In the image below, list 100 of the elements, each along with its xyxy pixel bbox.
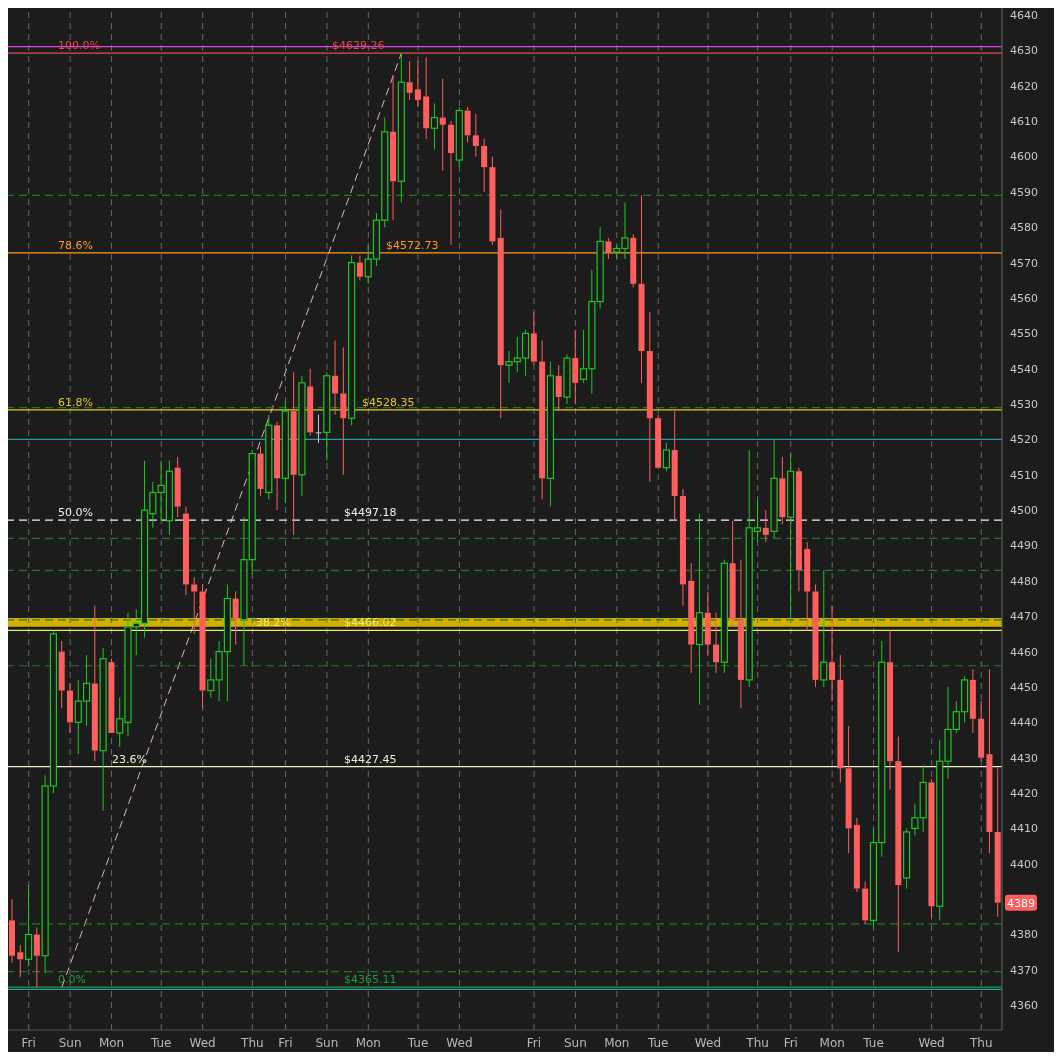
x-tick-label: Tue <box>406 1035 429 1050</box>
candlestick <box>182 506 189 596</box>
candlestick <box>232 590 239 646</box>
candlestick <box>530 311 537 366</box>
candlestick <box>853 817 860 893</box>
annotation: 4389 <box>1007 896 1035 910</box>
candlestick <box>199 583 206 709</box>
candlestick <box>812 583 819 688</box>
candlestick <box>99 647 107 812</box>
y-tick-label: 4620 <box>1010 79 1038 93</box>
candlestick <box>497 209 504 419</box>
candlestick <box>174 456 181 518</box>
candlestick <box>91 605 98 762</box>
candlestick <box>729 520 736 628</box>
candlestick <box>638 194 645 384</box>
y-tick-label: 4360 <box>1010 999 1038 1013</box>
candlestick <box>737 559 744 709</box>
x-tick-label: Mon <box>355 1035 381 1050</box>
candlestick <box>340 346 347 476</box>
y-tick-label: 4480 <box>1010 574 1038 588</box>
y-tick-label: 4440 <box>1010 716 1038 730</box>
candlestick <box>332 339 339 416</box>
candlestick <box>33 926 40 989</box>
ref-line-label: $4528.35 <box>362 395 415 409</box>
y-tick-label: 4560 <box>1010 291 1038 305</box>
y-tick-label: 4550 <box>1010 327 1038 341</box>
candlestick <box>539 339 546 501</box>
x-tick-label: Wed <box>446 1035 473 1050</box>
candlestick <box>66 682 73 734</box>
candlestick <box>688 562 695 674</box>
annotation: 50.0% <box>58 506 93 520</box>
candlestick <box>671 410 678 522</box>
x-tick-label: Wed <box>918 1035 945 1050</box>
y-tick-label: 4470 <box>1010 610 1038 624</box>
candlestick <box>290 371 297 536</box>
y-tick-label: 4450 <box>1010 680 1038 694</box>
x-tick-label: Thu <box>240 1035 264 1050</box>
x-tick-label: Fri <box>21 1035 36 1050</box>
x-tick-label: Mon <box>819 1035 845 1050</box>
candlestick <box>307 368 314 437</box>
x-tick-label: Sun <box>563 1035 587 1050</box>
y-tick-label: 4420 <box>1010 786 1038 800</box>
ref-line-label: $4365.11 <box>344 973 397 987</box>
candlestick <box>481 138 488 193</box>
annotation: 61.8% <box>58 395 93 409</box>
x-tick-label: Sun <box>315 1035 339 1050</box>
candlestick <box>762 509 769 543</box>
candlestick <box>563 354 571 405</box>
candlestick <box>829 605 836 702</box>
y-tick-label: 4370 <box>1010 963 1038 977</box>
y-tick-label: 4410 <box>1010 822 1038 836</box>
candlestick <box>994 767 1001 918</box>
candlestick <box>9 898 15 964</box>
x-tick-label: Wed <box>189 1035 216 1050</box>
candlestick <box>406 60 413 101</box>
candlestick <box>770 438 778 539</box>
candlestick <box>845 725 852 854</box>
candlestick <box>795 467 802 592</box>
candlestick <box>356 255 363 281</box>
x-tick-label: Mon <box>98 1035 125 1050</box>
ref-line-label: $4572.73 <box>386 238 439 252</box>
candlestick <box>464 106 471 143</box>
y-tick-label: 4630 <box>1010 44 1038 58</box>
candlestick <box>546 361 555 508</box>
candlestick <box>695 513 704 706</box>
y-tick-label: 4540 <box>1010 362 1038 376</box>
x-tick-label: Mon <box>604 1035 630 1050</box>
candlestick <box>679 488 686 607</box>
x-tick-label: Sun <box>58 1035 82 1050</box>
candlestick <box>191 576 198 635</box>
x-tick-label: Tue <box>862 1035 884 1050</box>
y-tick-label: 4600 <box>1010 150 1038 164</box>
candlestick <box>414 60 421 108</box>
y-tick-label: 4570 <box>1010 256 1038 270</box>
ref-line-label: $4497.18 <box>344 506 397 520</box>
annotation: 0.0% <box>58 973 86 987</box>
candlestick <box>555 364 562 412</box>
y-tick-label: 4500 <box>1010 504 1038 518</box>
candlestick <box>779 456 786 525</box>
candlestick <box>257 446 264 497</box>
candlestick <box>472 113 479 158</box>
y-tick-label: 4640 <box>1010 8 1038 22</box>
y-tick-label: 4430 <box>1010 751 1038 765</box>
candlestick <box>17 944 24 978</box>
candlestick <box>969 668 976 734</box>
candlestick <box>986 668 993 854</box>
x-tick-label: Wed <box>694 1035 722 1050</box>
x-tick-label: Thu <box>969 1035 993 1050</box>
y-tick-label: 4510 <box>1010 468 1038 482</box>
candlestick <box>430 102 439 150</box>
candlestick <box>862 880 869 925</box>
y-tick-label: 4460 <box>1010 645 1038 659</box>
candlestick <box>274 421 281 511</box>
candlestick <box>390 74 397 221</box>
candlestick <box>439 78 446 172</box>
y-tick-label: 4400 <box>1010 857 1038 871</box>
y-tick-label: 4580 <box>1010 221 1038 235</box>
annotation: 23.6% <box>112 752 147 766</box>
candlestick <box>572 329 579 405</box>
candlestick <box>646 311 653 483</box>
